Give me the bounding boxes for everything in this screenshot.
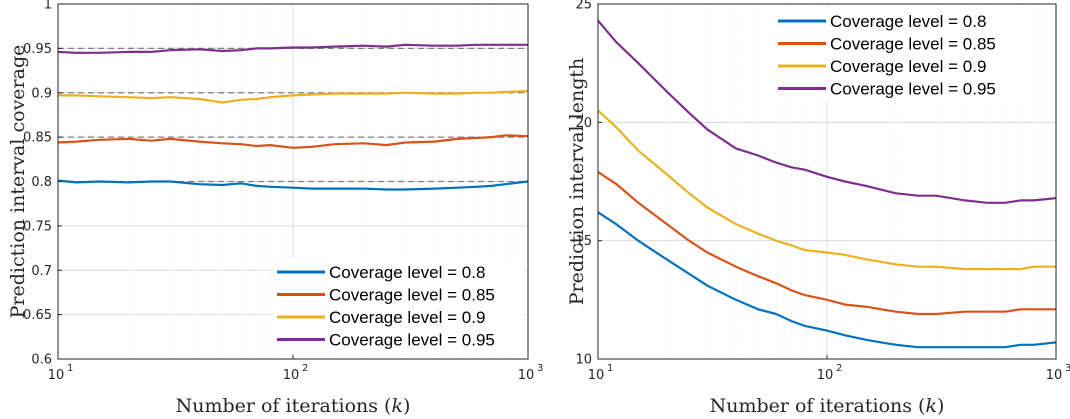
y-axis-label: Prediction interval coverage — [7, 45, 29, 319]
y-tick-label: 15 — [575, 234, 592, 249]
y-tick-label: 0.7 — [31, 264, 52, 279]
x-tick-base: 10 — [817, 368, 834, 383]
y-tick-label: 0.95 — [23, 42, 52, 57]
y-axis-label: Prediction interval length — [566, 58, 588, 305]
y-tick-label: 0.6 — [31, 353, 52, 368]
x-tick-label: 10 2 — [283, 363, 309, 383]
legend-label-3: Coverage level = 0.9 — [830, 57, 986, 76]
x-tick-base: 10 — [48, 368, 65, 383]
x-tick-exponent: 2 — [836, 363, 842, 374]
y-tick-label: 0.85 — [23, 131, 52, 146]
x-tick-label: 10 3 — [518, 363, 544, 383]
y-tick-label: 20 — [575, 116, 592, 131]
x-axis-label-paren-close: ) — [937, 395, 944, 417]
x-tick-base: 10 — [283, 368, 300, 383]
x-tick-exponent: 2 — [302, 363, 308, 374]
series-line-3 — [597, 109, 1056, 271]
x-tick-base: 10 — [1046, 368, 1063, 383]
x-tick-base: 10 — [588, 368, 605, 383]
x-tick-label: 10 1 — [48, 363, 74, 383]
x-tick-exponent: 1 — [67, 363, 73, 374]
legend-label-2: Coverage level = 0.85 — [830, 35, 996, 54]
x-tick-label: 10 3 — [1046, 363, 1070, 383]
legend-label-4: Coverage level = 0.95 — [329, 331, 495, 350]
x-axis-label: Number of iterations (k) — [176, 395, 411, 417]
legend-box — [774, 8, 1024, 102]
series-line-3 — [58, 89, 529, 104]
y-tick-label: 1 — [44, 0, 52, 13]
legend-label-1: Coverage level = 0.8 — [830, 12, 986, 31]
legend: Coverage level = 0.8 Coverage level = 0.8… — [774, 8, 1024, 102]
x-axis-label-paren-open: ( — [912, 395, 925, 417]
y-tick-label: 10 — [575, 353, 592, 368]
series-line-2 — [597, 171, 1056, 316]
y-tick-label: 25 — [575, 0, 592, 13]
series-line-4 — [597, 19, 1057, 204]
legend-label-3: Coverage level = 0.9 — [329, 308, 485, 327]
x-axis-label-var: k — [925, 395, 937, 417]
x-tick-exponent: 3 — [537, 363, 543, 374]
x-tick-label: 10 1 — [588, 363, 614, 383]
x-tick-base: 10 — [518, 368, 535, 383]
y-tick-label: 0.8 — [31, 175, 52, 190]
x-axis-label-paren-open: ( — [378, 395, 391, 417]
series-line-1 — [597, 211, 1057, 349]
x-axis-label: Number of iterations (k) — [710, 395, 945, 417]
series-line-2 — [57, 134, 529, 149]
y-tick-label: 0.65 — [23, 308, 52, 323]
x-axis-label-var: k — [391, 395, 403, 417]
legend-box — [273, 259, 523, 353]
x-tick-exponent: 1 — [607, 363, 613, 374]
x-tick-exponent: 3 — [1065, 363, 1070, 374]
legend-label-4: Coverage level = 0.95 — [830, 80, 996, 99]
legend-label-1: Coverage level = 0.8 — [329, 263, 485, 282]
x-axis-label-main: Number of iterations — [710, 395, 912, 417]
series-line-4 — [57, 43, 528, 54]
series-line-1 — [57, 179, 529, 191]
legend: Coverage level = 0.8 Coverage level = 0.8… — [273, 259, 523, 353]
x-axis-label-main: Number of iterations — [176, 395, 378, 417]
x-axis-label-paren-close: ) — [403, 395, 410, 417]
y-tick-label: 0.9 — [31, 86, 52, 101]
legend-label-2: Coverage level = 0.85 — [329, 286, 495, 305]
y-tick-label: 0.75 — [23, 219, 52, 234]
x-tick-label: 10 2 — [817, 363, 843, 383]
